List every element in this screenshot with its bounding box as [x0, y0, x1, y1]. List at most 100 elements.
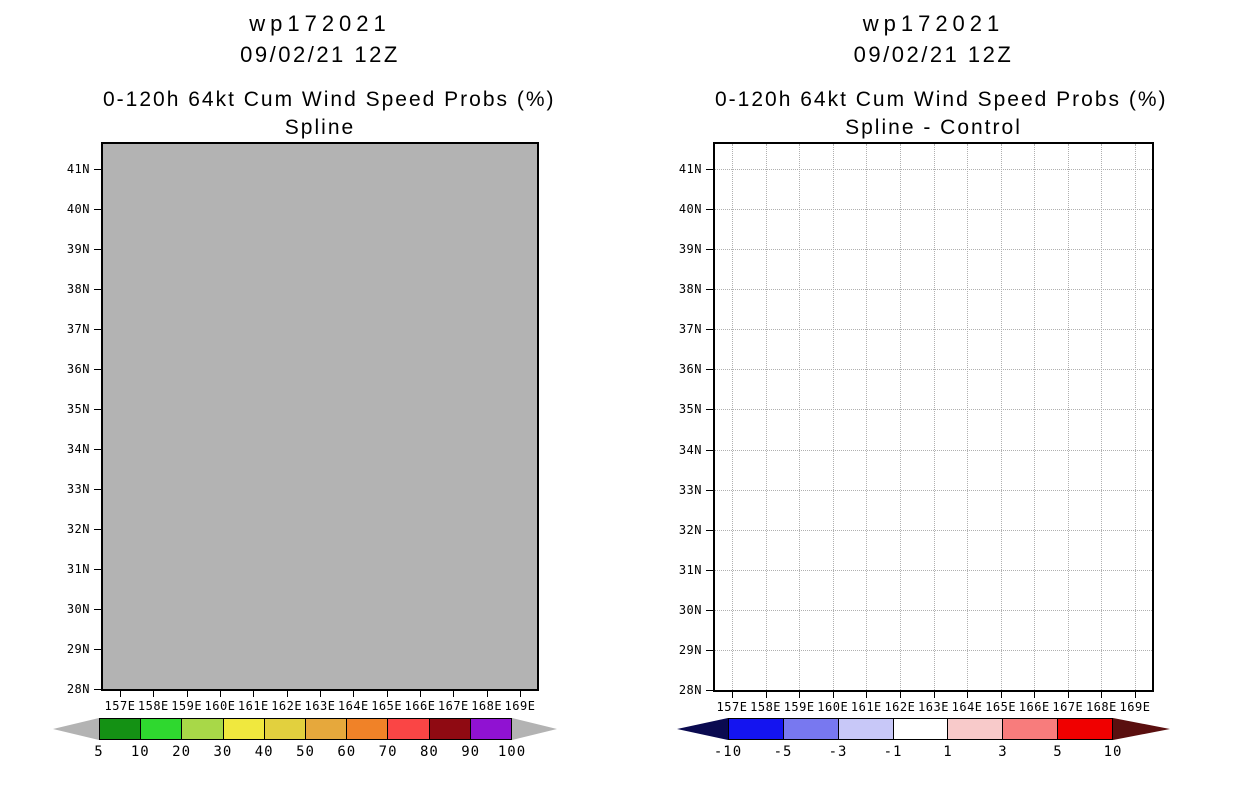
gridline-vertical: [933, 144, 935, 690]
lat-tick-label: 31N: [678, 562, 702, 577]
x-axis-tick: [286, 691, 288, 697]
colorbar-body: [728, 718, 1113, 740]
lat-tick-label: 29N: [66, 642, 90, 656]
lon-tick-label: 168E: [1085, 700, 1117, 714]
gridline-horizontal: [715, 409, 1152, 411]
gridline-vertical: [866, 144, 868, 690]
lat-tick-label: 28N: [66, 682, 90, 696]
x-axis-tick: [486, 691, 488, 697]
gridline-horizontal: [715, 209, 1152, 211]
lat-tick-label: 33N: [678, 482, 702, 497]
lon-tick-label: 161E: [237, 699, 269, 713]
colorbar-tick-label: 5: [94, 744, 104, 760]
lat-tick-label: 36N: [66, 362, 90, 376]
lat-tick-label: 40N: [66, 202, 90, 216]
y-axis-tick: [94, 169, 101, 170]
method-label: Spline: [284, 116, 356, 139]
y-axis-tick: [94, 449, 101, 450]
gridline-vertical: [1000, 144, 1002, 690]
lat-tick-label: 39N: [678, 242, 702, 257]
lon-tick-label: 159E: [783, 700, 815, 714]
lon-tick-label: 163E: [304, 699, 336, 713]
x-axis-tick: [1101, 692, 1103, 698]
y-axis-tick: [94, 209, 101, 210]
lat-tick-label: 33N: [66, 482, 90, 496]
lon-tick-label: 161E: [850, 700, 882, 714]
lat-tick-label: 41N: [678, 162, 702, 176]
x-axis-tick: [220, 691, 221, 697]
lon-tick-label: 158E: [750, 700, 782, 714]
gridline-horizontal: [715, 609, 1152, 611]
gridline-horizontal: [715, 569, 1152, 571]
lat-tick-label: 38N: [678, 282, 702, 297]
lat-tick-label: 39N: [66, 242, 90, 256]
lon-tick-label: 165E: [985, 700, 1017, 714]
gridline-vertical: [1034, 144, 1036, 690]
gridline-horizontal: [715, 489, 1152, 491]
x-axis-tick: [832, 692, 834, 698]
lon-tick-label: 164E: [337, 699, 369, 713]
lon-tick-label: 157E: [104, 699, 136, 713]
lon-tick-label: 162E: [884, 700, 916, 714]
colorbar-segment: [893, 719, 949, 739]
colorbar-tick-label: 80: [419, 744, 439, 760]
colorbar-tick-label: 60: [337, 744, 357, 760]
lat-tick-label: 30N: [678, 602, 702, 617]
colorbar-segment: [1003, 719, 1059, 739]
y-axis-tick: [94, 529, 101, 530]
y-axis-tick: [94, 409, 101, 410]
gridline-horizontal: [715, 449, 1152, 451]
colorbar-segment: [182, 719, 224, 739]
lat-tick-label: 32N: [678, 522, 702, 537]
colorbar-segment: [783, 719, 839, 739]
colorbar-tick-label: 70: [378, 744, 398, 760]
lat-tick-label: 41N: [66, 162, 90, 176]
x-axis-tick: [186, 691, 188, 697]
y-axis-tick: [706, 329, 713, 331]
lat-tick-label: 38N: [66, 282, 90, 296]
lon-tick-label: 165E: [371, 699, 403, 713]
lon-tick-label: 167E: [437, 699, 469, 713]
init-datetime: 09/02/21 12Z: [853, 42, 1014, 67]
colorbar-body: [99, 718, 512, 740]
y-axis-tick: [706, 529, 713, 531]
lat-tick-label: 37N: [66, 322, 90, 336]
x-axis-tick: [120, 691, 121, 697]
gridline-vertical: [799, 144, 801, 690]
y-axis-tick: [706, 289, 713, 291]
lon-tick-label: 158E: [137, 699, 169, 713]
colorbar-tick-label: 100: [497, 744, 527, 760]
colorbar-right-arrow-icon: [1113, 718, 1170, 740]
colorbar-segment: [838, 719, 894, 739]
y-axis-tick: [706, 409, 713, 411]
storm-id: wp172021: [862, 11, 1005, 36]
title-block: wp172021 09/02/21 12Z 0-120h 64kt Cum Wi…: [715, 0, 1166, 150]
colorbar-tick-label: -10: [713, 744, 743, 760]
gridline-horizontal: [715, 329, 1152, 331]
x-axis-tick: [453, 691, 455, 697]
x-axis-tick: [320, 691, 321, 697]
y-axis-tick: [94, 249, 101, 250]
lat-tick-label: 35N: [678, 402, 702, 417]
gridline-vertical: [899, 144, 901, 690]
gridline-vertical: [967, 144, 969, 690]
colorbar-tick-label: 10: [1103, 744, 1123, 760]
lon-tick-label: 160E: [204, 699, 236, 713]
y-axis-tick: [94, 649, 101, 650]
lat-tick-label: 37N: [678, 322, 702, 337]
y-axis-tick: [706, 569, 713, 571]
y-axis-tick: [94, 369, 101, 370]
lat-tick-label: 36N: [678, 362, 702, 377]
y-axis-tick: [94, 569, 101, 570]
x-axis-tick: [520, 691, 521, 697]
y-axis-tick: [706, 209, 713, 211]
colorbar-tick-label: -1: [883, 744, 903, 760]
method-label: Spline - Control: [845, 116, 1022, 139]
colorbar-tick-label: 1: [943, 744, 953, 760]
colorbar-segment: [264, 719, 307, 739]
map-plot-spline: [101, 142, 539, 691]
x-axis-tick: [933, 692, 935, 698]
